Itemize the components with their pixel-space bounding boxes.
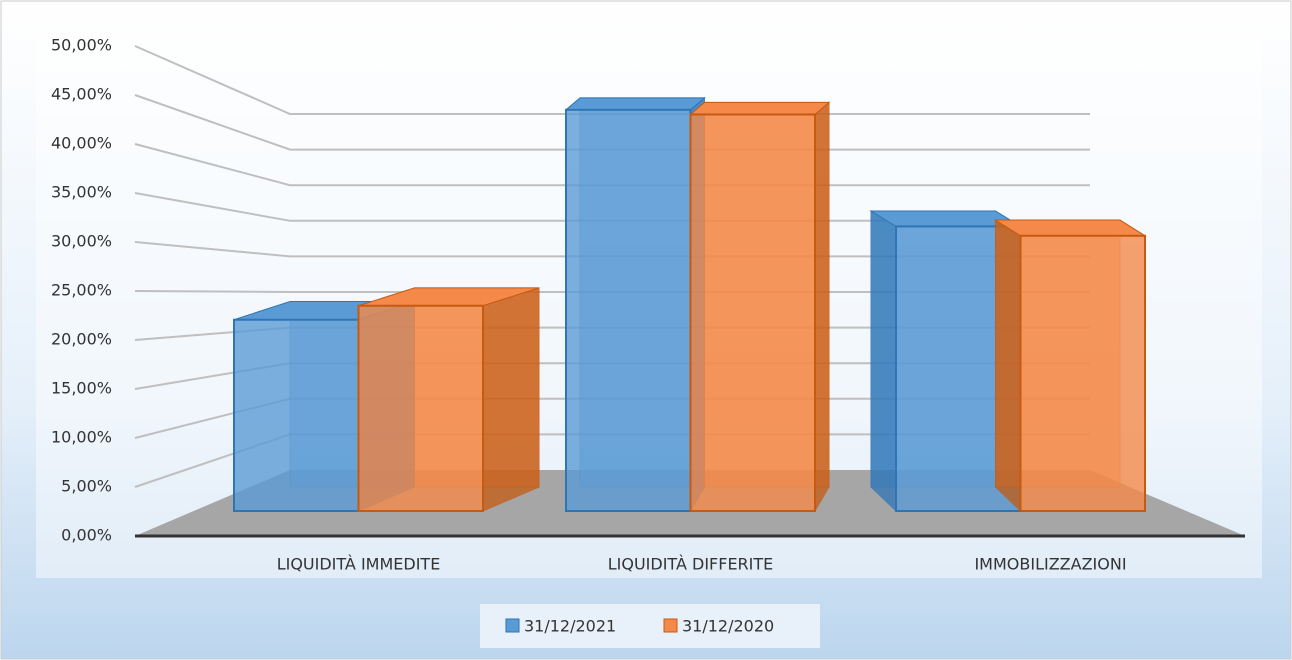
bar — [689, 113, 816, 512]
y-tick-label: 50,00% — [51, 36, 112, 55]
bar-top — [993, 219, 1147, 237]
y-tick-label: 20,00% — [51, 330, 112, 349]
bar-side — [482, 287, 540, 512]
bar-top — [689, 101, 831, 115]
y-tick-label: 40,00% — [51, 134, 112, 153]
bar-side — [814, 101, 830, 513]
y-tick-label: 0,00% — [61, 526, 112, 545]
y-tick-label: 30,00% — [51, 232, 112, 251]
y-tick-label: 35,00% — [51, 183, 112, 202]
y-tick-label: 25,00% — [51, 281, 112, 300]
y-tick-label: 5,00% — [61, 477, 112, 496]
legend-label: 31/12/2021 — [524, 617, 616, 636]
bar — [233, 318, 360, 512]
bar — [357, 304, 484, 512]
x-tick-label: LIQUIDITÀ DIFFERITE — [608, 555, 774, 574]
y-tick-label: 10,00% — [51, 428, 112, 447]
bar-side — [870, 210, 897, 513]
y-tick-label: 15,00% — [51, 379, 112, 398]
x-tick-label: IMMOBILIZZAZIONI — [974, 555, 1126, 574]
legend — [480, 604, 820, 648]
legend-label: 31/12/2020 — [682, 617, 774, 636]
bar-top — [564, 97, 706, 111]
bar — [1019, 234, 1146, 512]
x-tick-label: LIQUIDITÀ IMMEDITE — [277, 555, 441, 574]
bar — [565, 108, 692, 512]
bar-side — [995, 219, 1021, 513]
legend-swatch — [663, 618, 678, 633]
legend-swatch — [505, 618, 520, 633]
y-tick-label: 45,00% — [51, 85, 112, 104]
